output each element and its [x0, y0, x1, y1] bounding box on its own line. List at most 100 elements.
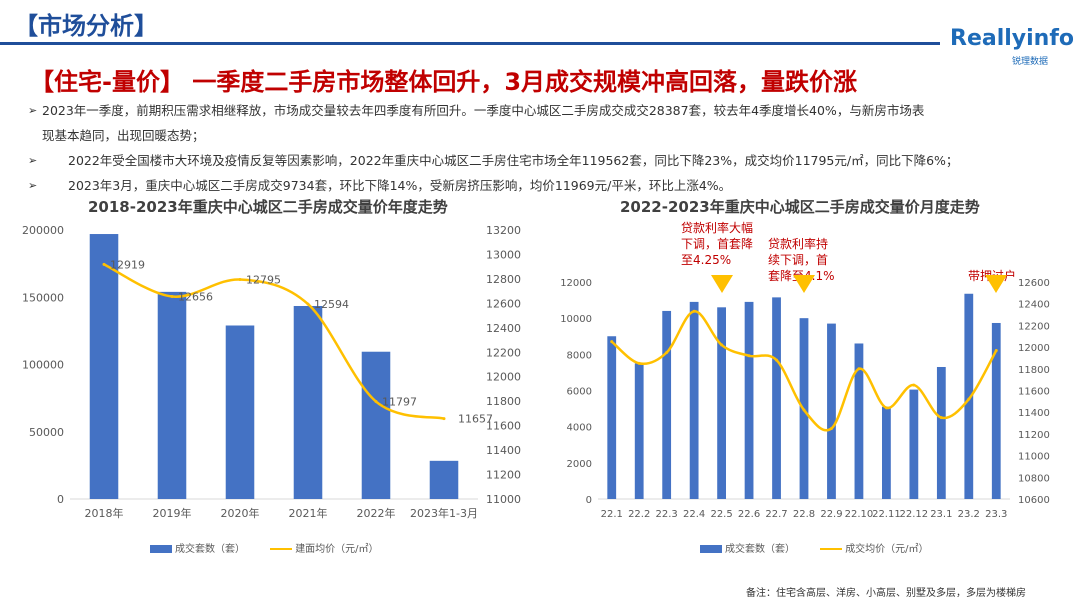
price-line	[103, 263, 445, 420]
bar	[89, 234, 119, 499]
annotation-arrow	[710, 275, 733, 293]
x-tick-label: 2021年	[289, 506, 328, 520]
bullet-mark: ➢	[28, 104, 38, 117]
price-point	[692, 309, 696, 313]
x-tick-label: 22.7	[765, 509, 787, 520]
bar	[225, 325, 255, 499]
y-left-tick-label: 10000	[560, 314, 592, 325]
monthly-chart: 0 2000 4000 6000 8000 10000 12000 10600 10800 110…	[560, 278, 1050, 520]
y-right-tick-label: 11800	[486, 395, 521, 408]
x-tick-label: 22.11	[872, 509, 901, 520]
x-tick-label: 22.12	[900, 509, 929, 520]
legend-label: 建面均价（元/㎡）	[295, 544, 379, 555]
y-left-tick-label: 150000	[22, 291, 64, 304]
bullet-text: 现基本趋同，出现回暖态势；	[42, 128, 205, 143]
annotation-line: 续下调，首	[768, 253, 829, 267]
annotation-arrow	[985, 275, 1008, 293]
headline: 【住宅-量价】 一季度二手房市场整体回升，3月成交规模冲高回落，量跌价涨	[30, 68, 858, 96]
monthly-chart-title: 2022-2023年重庆中心城区二手房成交量价月度走势	[620, 198, 980, 216]
x-tick-label: 22.8	[793, 509, 815, 520]
y-right-tick-label: 12400	[486, 322, 521, 335]
legend-label: 成交套数（套）	[725, 544, 795, 555]
y-right-tick-label: 12200	[486, 346, 521, 359]
annotation-line: 下调，首套降	[681, 237, 754, 251]
y-right-tick-label: 12400	[1018, 300, 1050, 311]
y-right-tick-label: 12000	[1018, 343, 1050, 354]
bar	[662, 310, 672, 499]
y-right-tick-label: 11400	[486, 444, 521, 457]
annual-chart-legend: 成交套数（套） 建面均价（元/㎡）	[150, 540, 401, 555]
bar	[827, 323, 836, 499]
y-right-tick-label: 10800	[1018, 473, 1050, 484]
x-tick-label: 22.6	[738, 509, 760, 520]
x-tick-label: 23.1	[930, 509, 952, 520]
bar	[429, 460, 459, 499]
data-label: 11657	[458, 413, 493, 426]
bullet-mark: ➢	[28, 154, 38, 167]
bar	[717, 307, 726, 499]
bullet-list: ➢ 2023年一季度，前期积压需求相继释放，市场成交量较去年四季度有所回升。一季度…	[28, 98, 1028, 198]
bullet-item: ➢ 2023年一季度，前期积压需求相继释放，市场成交量较去年四季度有所回升。一季度…	[28, 98, 1028, 123]
y-left-tick-label: 2000	[567, 459, 592, 470]
annotation-line: 贷款利率大幅	[681, 221, 754, 235]
annual-chart: 0 50000 100000 150000 200000 11000 11200 11400 1…	[22, 224, 521, 520]
data-label: 12594	[314, 298, 349, 311]
bullet-text: 2023年3月，重庆中心城区二手房成交9734套，环比下降14%，受新房挤压影响…	[68, 178, 732, 193]
legend-item-bars: 成交套数（套）	[700, 544, 795, 555]
bar	[854, 343, 864, 499]
bar	[964, 293, 974, 499]
y-left-tick-label: 0	[586, 495, 592, 506]
legend-swatch-bar	[700, 545, 722, 553]
x-tick-label: 22.1	[601, 509, 623, 520]
bar	[689, 301, 699, 499]
price-point	[802, 408, 806, 412]
price-point	[775, 358, 779, 362]
legend-label: 成交套数（套）	[175, 544, 245, 555]
x-tick-label: 22.3	[656, 509, 678, 520]
y-left-tick-label: 100000	[22, 359, 64, 372]
y-right-tick-label: 10600	[1018, 495, 1050, 506]
bar	[744, 301, 754, 499]
price-point	[967, 397, 971, 401]
price-point	[102, 262, 106, 266]
bar	[157, 291, 187, 499]
y-right-tick-label: 12200	[1018, 321, 1050, 332]
bullet-mark: ➢	[28, 179, 38, 192]
y-right-tick-label: 13200	[486, 224, 521, 237]
y-right-tick-label: 11200	[486, 469, 521, 482]
legend-label: 成交均价（元/㎡）	[845, 544, 929, 555]
bar	[772, 297, 781, 499]
legend-item-bars: 成交套数（套）	[150, 544, 245, 555]
price-point	[374, 400, 378, 404]
legend-swatch-bar	[150, 545, 172, 553]
x-tick-label: 22.2	[628, 509, 650, 520]
y-right-tick-label: 11400	[1018, 408, 1050, 419]
y-left-tick-label: 200000	[22, 224, 64, 237]
price-point	[829, 426, 833, 430]
annotation-arrow	[793, 275, 815, 293]
y-right-tick-label: 13000	[486, 248, 521, 261]
price-point	[912, 383, 916, 387]
brand-logo: Reallyinfo 锐理数据	[950, 26, 1074, 72]
price-point	[637, 361, 641, 365]
y-right-tick-label: 12600	[1018, 278, 1050, 289]
y-left-tick-label: 8000	[567, 350, 592, 361]
data-label: 12795	[246, 274, 281, 287]
x-tick-label: 2019年	[153, 506, 192, 520]
legend-item-line: 建面均价（元/㎡）	[270, 544, 379, 555]
x-tick-label: 2022年	[357, 506, 396, 520]
data-label: 11797	[382, 396, 417, 409]
legend-swatch-line	[820, 548, 843, 550]
data-label: 12919	[110, 258, 145, 271]
annual-chart-title: 2018-2023年重庆中心城区二手房成交量价年度走势	[88, 198, 448, 216]
y-left-tick-label: 6000	[567, 387, 592, 398]
y-right-tick-label: 11800	[1018, 365, 1050, 376]
price-point	[939, 416, 943, 420]
x-tick-label: 23.2	[958, 509, 980, 520]
bullet-item: 现基本趋同，出现回暖态势；	[28, 123, 1028, 148]
y-right-tick-label: 11600	[486, 420, 521, 433]
bullet-item: ➢ 2022年受全国楼市大环境及疫情反复等因素影响，2022年重庆中心城区二手房住…	[28, 148, 1028, 173]
bullet-text: 2022年受全国楼市大环境及疫情反复等因素影响，2022年重庆中心城区二手房住宅…	[68, 153, 959, 168]
annotation-line: 至4.25%	[681, 253, 732, 267]
price-point	[720, 343, 724, 347]
